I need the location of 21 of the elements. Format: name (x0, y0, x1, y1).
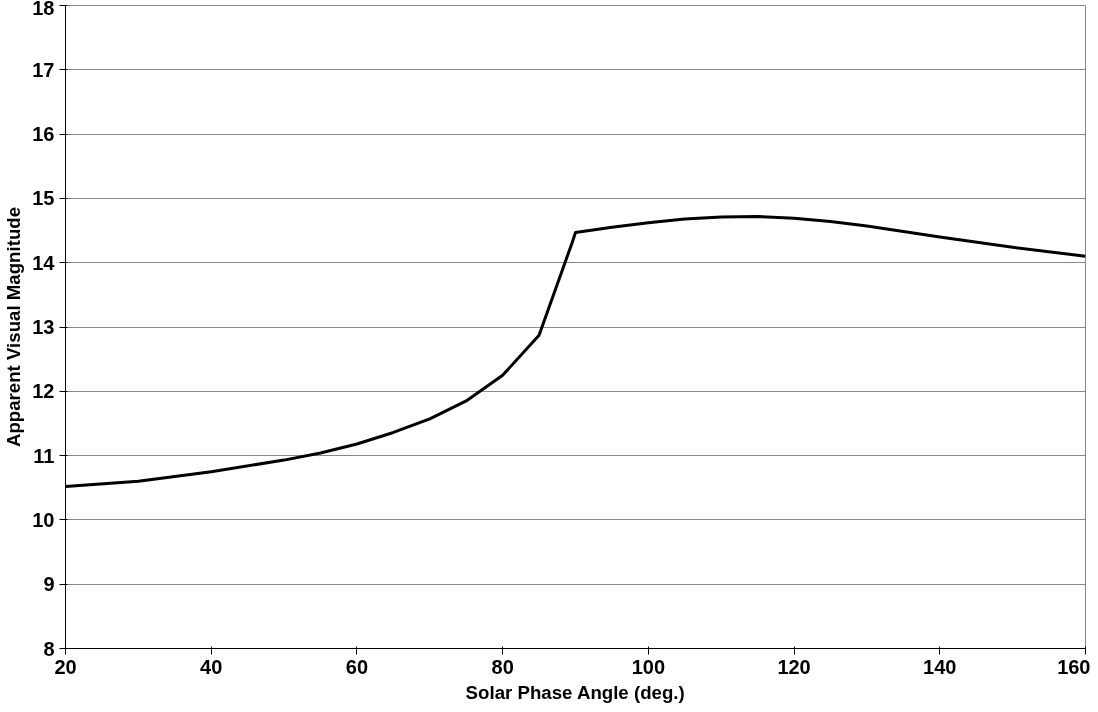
y-tick-label: 14 (32, 251, 56, 274)
y-tick-label: 8 (43, 637, 55, 660)
y-tick-label: 18 (32, 0, 55, 19)
x-tick-label: 160 (1057, 655, 1091, 678)
y-tick-label: 12 (32, 380, 55, 403)
y-tick-label: 15 (32, 187, 55, 210)
x-tick-label: 80 (491, 655, 514, 678)
y-tick-label: 16 (32, 123, 55, 146)
x-tick-label: 100 (631, 655, 666, 678)
y-tick-label: 9 (43, 573, 55, 596)
x-axis-title: Solar Phase Angle (deg.) (465, 681, 685, 703)
x-tick-label: 40 (200, 655, 223, 678)
x-tick-label: 140 (923, 655, 957, 678)
x-tick-label: 20 (54, 655, 77, 678)
y-axis-title: Apparent Visual Magnitude (3, 206, 25, 448)
x-tick-label: 120 (777, 655, 811, 678)
y-tick-label: 13 (32, 316, 55, 338)
y-tick-label: 10 (32, 508, 55, 531)
x-tick-label: 60 (345, 655, 369, 678)
y-tick-label: 17 (32, 58, 55, 81)
y-tick-label: 11 (33, 444, 55, 467)
